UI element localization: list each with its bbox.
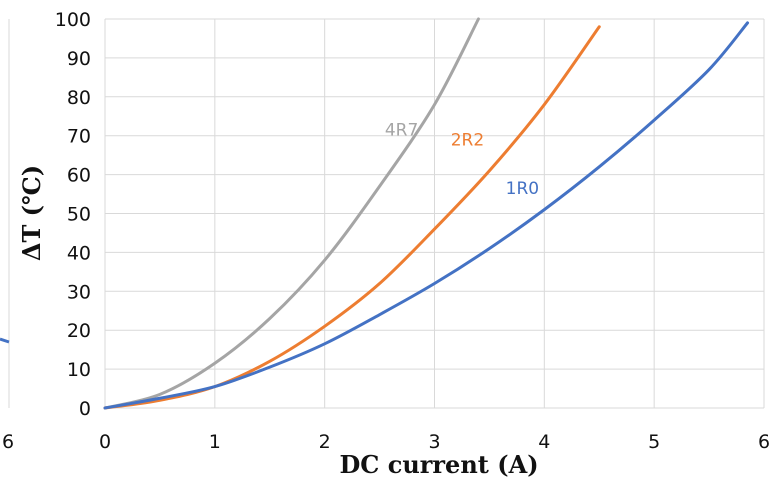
x-tick-label: 0 xyxy=(99,431,111,453)
x-tick-label: 3 xyxy=(428,431,440,453)
grid xyxy=(104,18,765,409)
series-label-4r7: 4R7 xyxy=(385,121,418,141)
y-axis-title: ΔT (℃) xyxy=(17,165,46,261)
y-tick-label: 80 xyxy=(67,87,91,109)
series-line-2r2 xyxy=(103,25,601,410)
x-tick-label: 1 xyxy=(209,431,221,453)
x-tick-label: 4 xyxy=(538,431,550,453)
y-tick-label: 60 xyxy=(67,165,91,187)
x-axis-title: DC current (A) xyxy=(339,450,538,479)
y-tick-label: 70 xyxy=(67,126,91,148)
series-label-1r0: 1R0 xyxy=(506,179,539,199)
y-tick-label: 30 xyxy=(67,281,91,303)
left-chart-fragment: 6 xyxy=(0,19,14,453)
series-group xyxy=(103,17,750,410)
y-tick-label: 100 xyxy=(55,9,91,31)
x-tick-label: 2 xyxy=(319,431,331,453)
y-tick-label: 0 xyxy=(79,398,91,420)
y-tick-label: 50 xyxy=(67,204,91,226)
y-tick-label: 90 xyxy=(67,48,91,70)
x-tick-label: 6 xyxy=(758,431,770,453)
y-axis-ticks: 0 10 20 30 40 50 60 70 80 90 100 xyxy=(55,9,91,420)
y-tick-label: 20 xyxy=(67,320,91,342)
left-fragment-tick-label: 6 xyxy=(2,431,14,453)
series-line-1r0 xyxy=(103,21,750,410)
series-line-4r7 xyxy=(103,17,480,410)
series-labels: 4R7 2R2 1R0 xyxy=(385,121,539,199)
x-axis-ticks: 0 1 2 3 4 5 6 xyxy=(99,431,770,453)
series-label-2r2: 2R2 xyxy=(451,130,484,150)
x-tick-label: 5 xyxy=(648,431,660,453)
left-fragment-series-line xyxy=(0,337,10,344)
y-tick-label: 40 xyxy=(67,242,91,264)
y-tick-label: 10 xyxy=(67,359,91,381)
